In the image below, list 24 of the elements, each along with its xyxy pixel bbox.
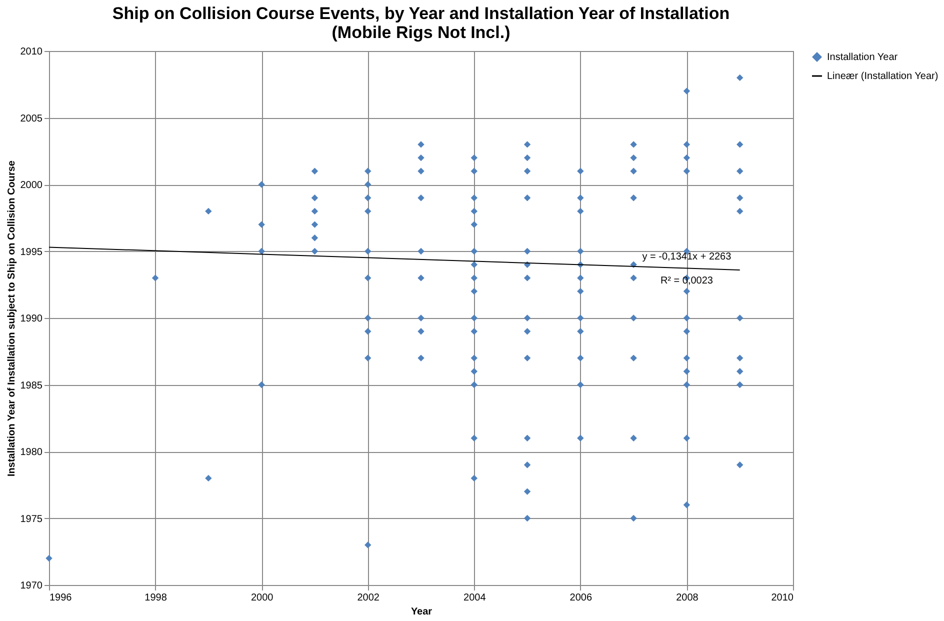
annotation: y = -0,1341x + 2263 [642,252,732,263]
x-tick-label: 1998 [144,592,168,604]
y-axis-title: Installation Year of Installation subject to Ship on Collision Course [6,160,18,476]
y-tick-label: 2005 [20,113,43,124]
x-tick-label: 2000 [250,592,274,604]
chart-title: Ship on Collision Course Events, by Year and Installation Year of Installation (Mobile Rigs Not Incl.) [112,4,730,42]
y-tick-label: 1995 [20,246,43,258]
y-tick-label: 1975 [20,514,43,525]
legend-label: Lineær (Installation Year) [827,71,938,82]
x-tick-label: 2006 [570,592,592,604]
y-tick-label: 2000 [20,180,43,191]
x-axis-title: Year [410,606,432,618]
y-tick-label: 2010 [20,46,43,58]
x-tick-label: 1996 [50,592,72,604]
legend-label: Installation Year [827,52,898,63]
y-tick-label: 1970 [20,580,43,592]
x-tick-label: 2010 [771,592,794,604]
x-tick-label: 2004 [464,592,486,604]
annotation: R² = 0,0023 [660,276,714,287]
y-tick-label: 1990 [20,314,43,324]
x-tick-label: 2008 [676,592,699,604]
x-tick-label: 2002 [357,592,380,604]
y-tick-label: 1985 [20,380,43,392]
y-tick-label: 1980 [20,447,43,458]
